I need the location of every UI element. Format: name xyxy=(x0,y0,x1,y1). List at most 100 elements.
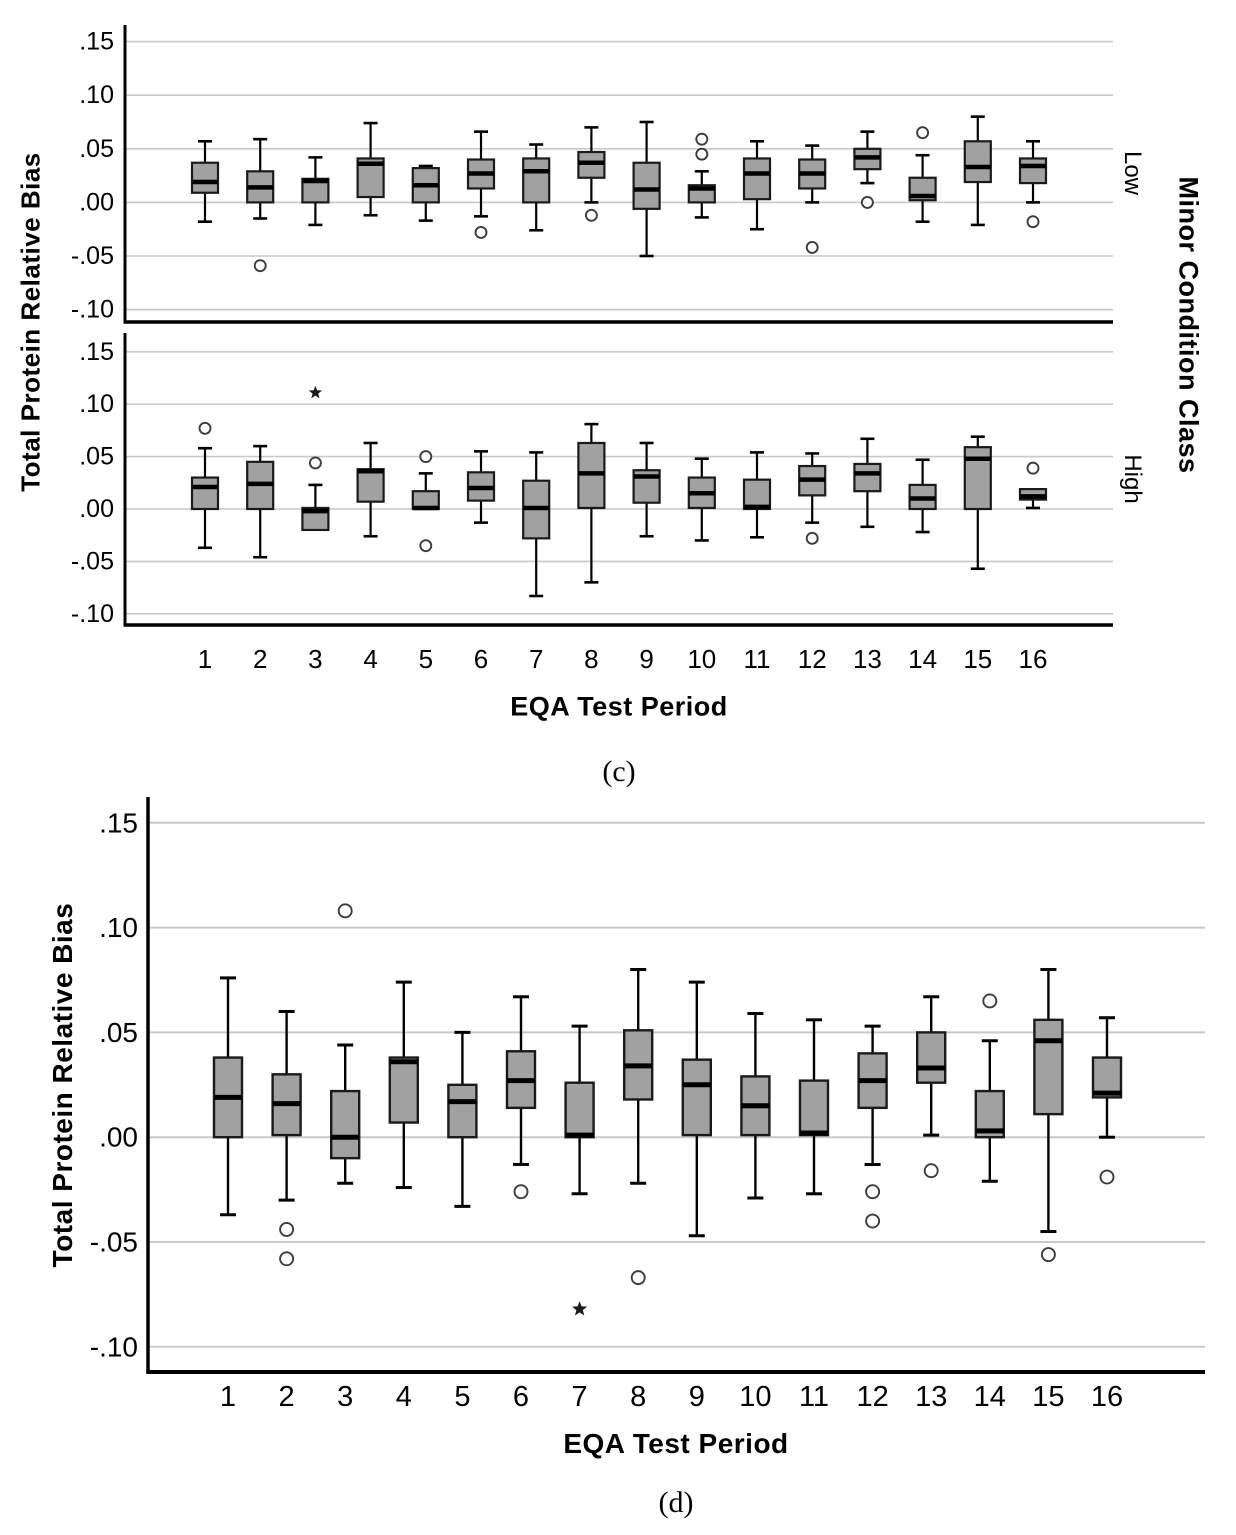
iqr-box xyxy=(330,1089,361,1160)
boxplot-period-15 xyxy=(1033,968,1064,1263)
boxplot-period-6 xyxy=(466,130,496,239)
boxplot-period-7 xyxy=(522,143,551,232)
outlier-marker xyxy=(695,132,709,146)
boxplot-period-6 xyxy=(466,450,496,524)
x-tick-label: 11 xyxy=(744,644,771,674)
outlier-marker xyxy=(865,1213,881,1229)
outlier-marker xyxy=(923,1163,939,1179)
boxplot-period-2 xyxy=(246,137,275,273)
x-tick-label: 7 xyxy=(529,644,543,674)
x-tick-label: 10 xyxy=(739,1381,771,1413)
boxplot-period-8 xyxy=(577,422,606,584)
iqr-box xyxy=(798,1079,830,1137)
y-tick-label: .00 xyxy=(79,188,114,216)
y-tick-label: -.05 xyxy=(71,547,114,575)
outlier-marker xyxy=(419,450,433,464)
boxplot-period-3 xyxy=(301,156,330,227)
x-tick-label: 8 xyxy=(630,1381,646,1413)
outlier-marker xyxy=(1040,1247,1056,1263)
x-tick-label: 9 xyxy=(639,644,653,674)
x-tick-label: 4 xyxy=(396,1381,412,1413)
y-tick-label: .15 xyxy=(79,28,114,56)
x-tick-label: 12 xyxy=(798,644,827,674)
x-tick-label: 9 xyxy=(689,1381,705,1413)
y-tick-label: -.05 xyxy=(71,242,114,270)
boxplot-period-16 xyxy=(1091,1016,1123,1185)
figure-c-x-axis-title: EQA Test Period xyxy=(510,691,728,722)
boxplot-period-9 xyxy=(681,980,712,1238)
figure-d-x-axis-title: EQA Test Period xyxy=(563,1428,789,1459)
figure-d-y-axis-title: Total Protein Relative Bias xyxy=(47,902,78,1268)
boxplot-period-5 xyxy=(411,450,440,553)
boxplot-period-10 xyxy=(687,132,716,219)
boxplot-period-14 xyxy=(974,993,1005,1183)
iqr-box xyxy=(447,1083,478,1139)
outlier-marker xyxy=(279,1221,295,1237)
y-tick-label: .10 xyxy=(79,390,114,418)
x-tick-label: 5 xyxy=(419,644,433,674)
boxplot-period-14 xyxy=(908,458,937,534)
outlier-marker xyxy=(279,1251,295,1267)
boxplot-period-12 xyxy=(798,144,827,254)
iqr-box xyxy=(190,161,220,194)
boxplot-period-4 xyxy=(356,441,385,538)
x-tick-label: 15 xyxy=(1032,1381,1064,1413)
boxplot-period-8 xyxy=(577,126,606,222)
boxplot-period-1 xyxy=(190,421,220,550)
x-tick-label: 16 xyxy=(1091,1381,1123,1413)
boxplot-period-9 xyxy=(632,120,661,258)
x-tick-label: 1 xyxy=(198,644,212,674)
boxplot-period-16 xyxy=(1018,139,1048,229)
outlier-marker xyxy=(419,539,433,553)
boxplot-period-1 xyxy=(190,139,220,223)
boxplot-period-11 xyxy=(742,139,772,231)
outlier-marker xyxy=(982,993,998,1009)
y-tick-label: -.10 xyxy=(90,1331,138,1362)
x-tick-label: 5 xyxy=(454,1381,470,1413)
boxplot-period-12 xyxy=(857,1024,888,1229)
iqr-box xyxy=(388,1056,419,1124)
outlier-marker xyxy=(253,259,267,273)
y-tick-label: -.05 xyxy=(90,1227,138,1258)
outlier-marker xyxy=(1026,215,1040,229)
y-tick-label: .05 xyxy=(99,1017,138,1048)
y-tick-label: .05 xyxy=(79,443,114,471)
x-tick-label: 7 xyxy=(572,1381,588,1413)
outlier-marker xyxy=(916,126,930,140)
boxplot-period-1 xyxy=(212,976,244,1217)
boxplot-period-10 xyxy=(740,1012,771,1200)
y-tick-label: .10 xyxy=(99,912,138,943)
outlier-marker xyxy=(630,1270,646,1286)
boxplot-period-13 xyxy=(853,130,882,209)
extreme-marker xyxy=(572,1301,588,1316)
iqr-box xyxy=(301,506,330,532)
boxplot-period-14 xyxy=(908,126,937,223)
x-tick-label: 10 xyxy=(687,644,716,674)
panel-label-high: High xyxy=(1119,454,1146,504)
iqr-box xyxy=(963,446,992,511)
y-tick-label: .00 xyxy=(99,1122,138,1153)
figure-c-panel-axis-title: Minor Condition Class xyxy=(1173,176,1204,474)
panel-label-low: Low xyxy=(1119,150,1146,196)
iqr-box xyxy=(564,1081,595,1139)
x-tick-label: 6 xyxy=(474,644,488,674)
boxplot-period-2 xyxy=(271,1009,302,1267)
x-tick-label: 15 xyxy=(963,644,992,674)
iqr-box xyxy=(522,157,551,204)
x-tick-label: 2 xyxy=(279,1381,295,1413)
outlier-marker xyxy=(805,240,819,254)
iqr-box xyxy=(1033,1018,1064,1116)
boxplot-period-16 xyxy=(1018,461,1048,510)
iqr-box xyxy=(190,476,220,511)
outlier-marker xyxy=(865,1184,881,1200)
outlier-marker xyxy=(805,531,819,545)
outlier-marker xyxy=(584,208,598,222)
iqr-box xyxy=(916,1031,947,1084)
outlier-marker xyxy=(474,225,488,239)
boxplot-period-11 xyxy=(742,451,772,539)
iqr-box xyxy=(742,478,772,511)
boxplot-period-12 xyxy=(798,452,827,545)
boxplot-period-10 xyxy=(687,457,716,542)
boxplot-period-15 xyxy=(963,115,992,227)
